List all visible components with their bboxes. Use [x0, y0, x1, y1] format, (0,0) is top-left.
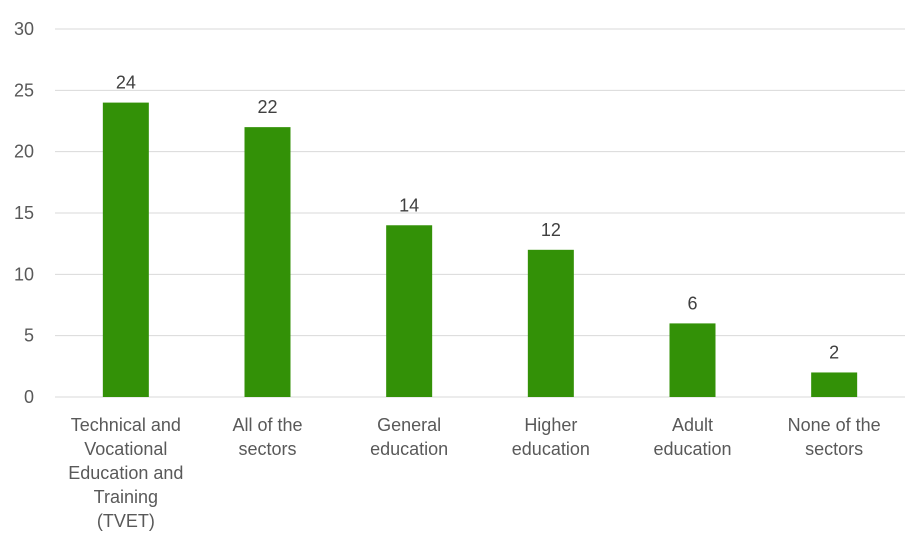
- x-category-label: None of the sectors: [788, 415, 881, 459]
- x-category-label-line: education: [512, 439, 590, 459]
- y-tick-label: 5: [24, 326, 34, 346]
- y-axis-tick-labels: 0 5 10 15 20 25 30: [14, 19, 34, 407]
- x-category-label-line: None of the: [788, 415, 881, 435]
- data-label: 2: [829, 342, 839, 362]
- x-category-label-line: General: [377, 415, 441, 435]
- x-category-label-line: Higher: [524, 415, 577, 435]
- bar: [244, 127, 291, 397]
- x-category-label-line: Training: [94, 487, 158, 507]
- bar: [386, 225, 433, 397]
- bars: [102, 102, 858, 397]
- x-category-label-line: Adult: [672, 415, 713, 435]
- bar: [102, 102, 149, 397]
- bar: [811, 372, 858, 397]
- bar: [527, 249, 574, 397]
- data-label: 6: [687, 293, 697, 313]
- x-category-label: All of the sectors: [232, 415, 302, 459]
- x-category-label-line: education: [653, 439, 731, 459]
- data-label: 24: [116, 73, 136, 93]
- y-tick-label: 10: [14, 264, 34, 284]
- y-tick-label: 20: [14, 142, 34, 162]
- x-category-label-line: sectors: [805, 439, 863, 459]
- data-label: 22: [257, 97, 277, 117]
- x-category-label: Technical and Vocational Education and Trai…: [68, 415, 183, 531]
- data-label: 14: [399, 195, 419, 215]
- y-tick-label: 15: [14, 203, 34, 223]
- y-tick-label: 0: [24, 387, 34, 407]
- x-category-label-line: education: [370, 439, 448, 459]
- x-category-label-line: (TVET): [97, 511, 155, 531]
- y-tick-label: 30: [14, 19, 34, 39]
- x-category-label: Higher education: [512, 415, 590, 459]
- x-category-label: General education: [370, 415, 448, 459]
- x-category-label-line: Technical and: [71, 415, 181, 435]
- gridlines: [55, 28, 905, 398]
- bar: [669, 323, 716, 397]
- x-category-label-line: sectors: [238, 439, 296, 459]
- data-labels: 24 22 14 12 6 2: [116, 73, 839, 363]
- data-label: 12: [541, 220, 561, 240]
- x-category-label-line: Vocational: [84, 439, 167, 459]
- x-axis-category-labels: Technical and Vocational Education and Trai…: [68, 415, 880, 531]
- y-tick-label: 25: [14, 80, 34, 100]
- x-category-label-line: Education and: [68, 463, 183, 483]
- x-category-label-line: All of the: [232, 415, 302, 435]
- x-category-label: Adult education: [653, 415, 731, 459]
